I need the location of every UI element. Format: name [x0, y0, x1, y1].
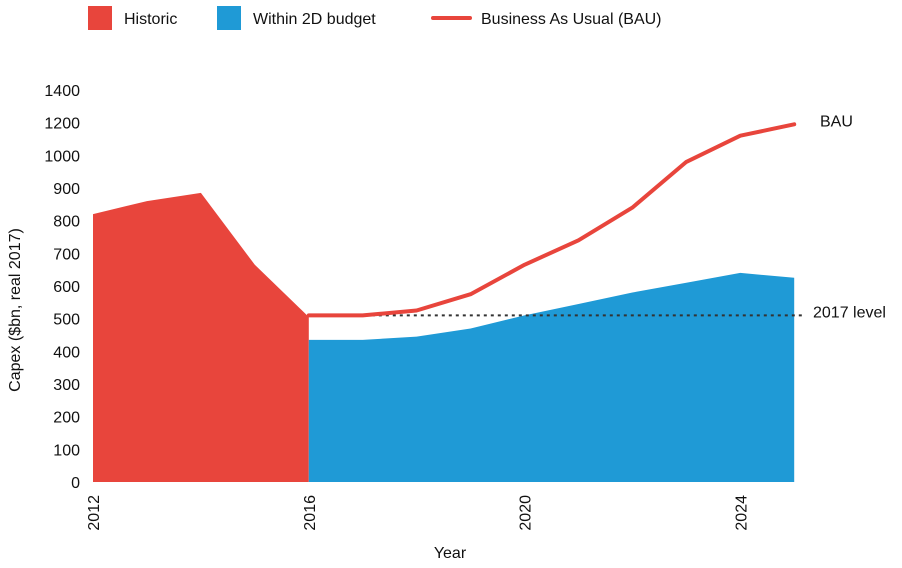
y-tick-label: 300 [53, 377, 80, 394]
x-tick-label: 2016 [302, 495, 319, 531]
bau-line-layer [306, 122, 797, 318]
area-within-2d-budget [308, 272, 795, 482]
y-tick-label: 200 [53, 410, 80, 427]
y-tick-label: 700 [53, 246, 80, 263]
y-tick-label: 900 [53, 181, 80, 198]
y-tick-label: 600 [53, 279, 80, 296]
legend-swatch-within-2d-budget [217, 6, 241, 30]
y-tick-label: 100 [53, 442, 80, 459]
legend: Historic Within 2D budget Business As Us… [88, 6, 662, 30]
bau-annotation: BAU [820, 113, 853, 130]
x-tick-label: 2020 [518, 495, 535, 531]
y-axis-ticks: 0 100 200 300 400 500 600 700 800 900 1000 1200 1400 [44, 83, 80, 492]
reference-line-label: 2017 level [813, 304, 886, 321]
x-tick-label: 2012 [86, 495, 103, 531]
legend-label-within-2d-budget: Within 2D budget [253, 11, 376, 28]
legend-label-bau: Business As Usual (BAU) [481, 11, 662, 28]
legend-swatch-historic [88, 6, 112, 30]
y-tick-label: 1200 [44, 116, 80, 133]
area-historic [93, 192, 309, 482]
x-axis-ticks: 2012 2016 2020 2024 [86, 495, 750, 531]
y-tick-label: 400 [53, 344, 80, 361]
y-tick-label: 500 [53, 312, 80, 329]
y-tick-label: 800 [53, 214, 80, 231]
y-tick-label: 1000 [44, 148, 80, 165]
y-axis-title: Capex ($bn, real 2017) [7, 228, 24, 392]
x-axis-title: Year [434, 545, 467, 562]
line-business-as-usual-bau [306, 122, 797, 318]
x-tick-label: 2024 [733, 495, 750, 531]
y-tick-label: 1400 [44, 83, 80, 100]
legend-label-historic: Historic [124, 11, 177, 28]
y-tick-label: 0 [71, 475, 80, 492]
areas-layer [93, 192, 795, 482]
